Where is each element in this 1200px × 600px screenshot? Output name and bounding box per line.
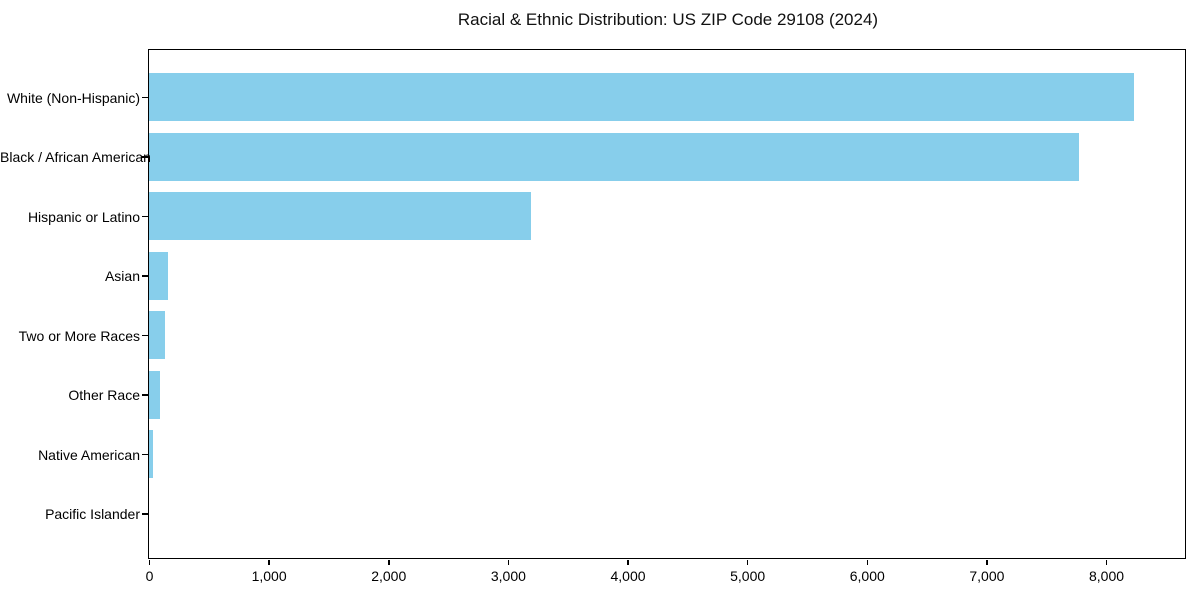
y-axis-label: Asian: [104, 268, 140, 284]
y-axis-tick: [142, 394, 148, 396]
y-axis-label: Black / African American: [0, 149, 151, 165]
x-axis-tick-label: 5,000: [730, 568, 766, 584]
y-axis-label: Pacific Islander: [45, 506, 140, 522]
y-axis-tick: [142, 513, 148, 515]
y-axis-label: Two or More Races: [18, 327, 140, 344]
x-axis-tick: [507, 560, 510, 565]
y-axis-label: Native American: [38, 446, 140, 463]
y-axis-tick: [142, 215, 148, 218]
x-axis-tick: [268, 560, 270, 565]
y-axis-tick: [142, 334, 148, 337]
chart-bar: [149, 251, 168, 300]
x-axis-tick: [388, 560, 390, 565]
x-axis-tick-label: 7,000: [969, 568, 1005, 584]
y-axis-tick: [142, 275, 148, 277]
x-axis-tick-label: 3,000: [490, 568, 526, 584]
x-axis-tick: [746, 560, 749, 565]
x-axis-tick: [866, 560, 869, 565]
y-axis-tick: [142, 453, 148, 456]
x-axis-tick: [627, 560, 629, 565]
chart-title: Racial & Ethnic Distribution: US ZIP Cod…: [457, 10, 879, 29]
plot-area: [148, 49, 1186, 559]
x-axis-tick-label: 6,000: [849, 568, 885, 584]
chart-bar: [149, 192, 531, 240]
y-axis-tick: [142, 96, 148, 99]
y-axis-tick: [142, 156, 148, 158]
chart-bar: [149, 430, 153, 478]
x-axis-tick-label: 2,000: [371, 568, 407, 584]
y-axis-label: Other Race: [68, 387, 140, 403]
x-axis-tick-label: 8,000: [1089, 568, 1125, 584]
chart-bar: [149, 73, 1134, 121]
x-axis-tick: [148, 560, 151, 565]
x-axis-tick-label: 1,000: [251, 568, 287, 584]
x-axis-tick-label: 4,000: [610, 568, 646, 584]
x-axis-tick-label: 0: [145, 568, 154, 584]
chart-bar: [149, 132, 1079, 181]
x-axis-tick: [1105, 560, 1108, 565]
chart-bar: [149, 311, 165, 359]
y-axis-label: Hispanic or Latino: [27, 208, 140, 225]
chart-bar: [149, 370, 160, 419]
y-axis-label: White (Non-Hispanic): [6, 89, 140, 106]
x-axis-tick: [986, 560, 988, 565]
